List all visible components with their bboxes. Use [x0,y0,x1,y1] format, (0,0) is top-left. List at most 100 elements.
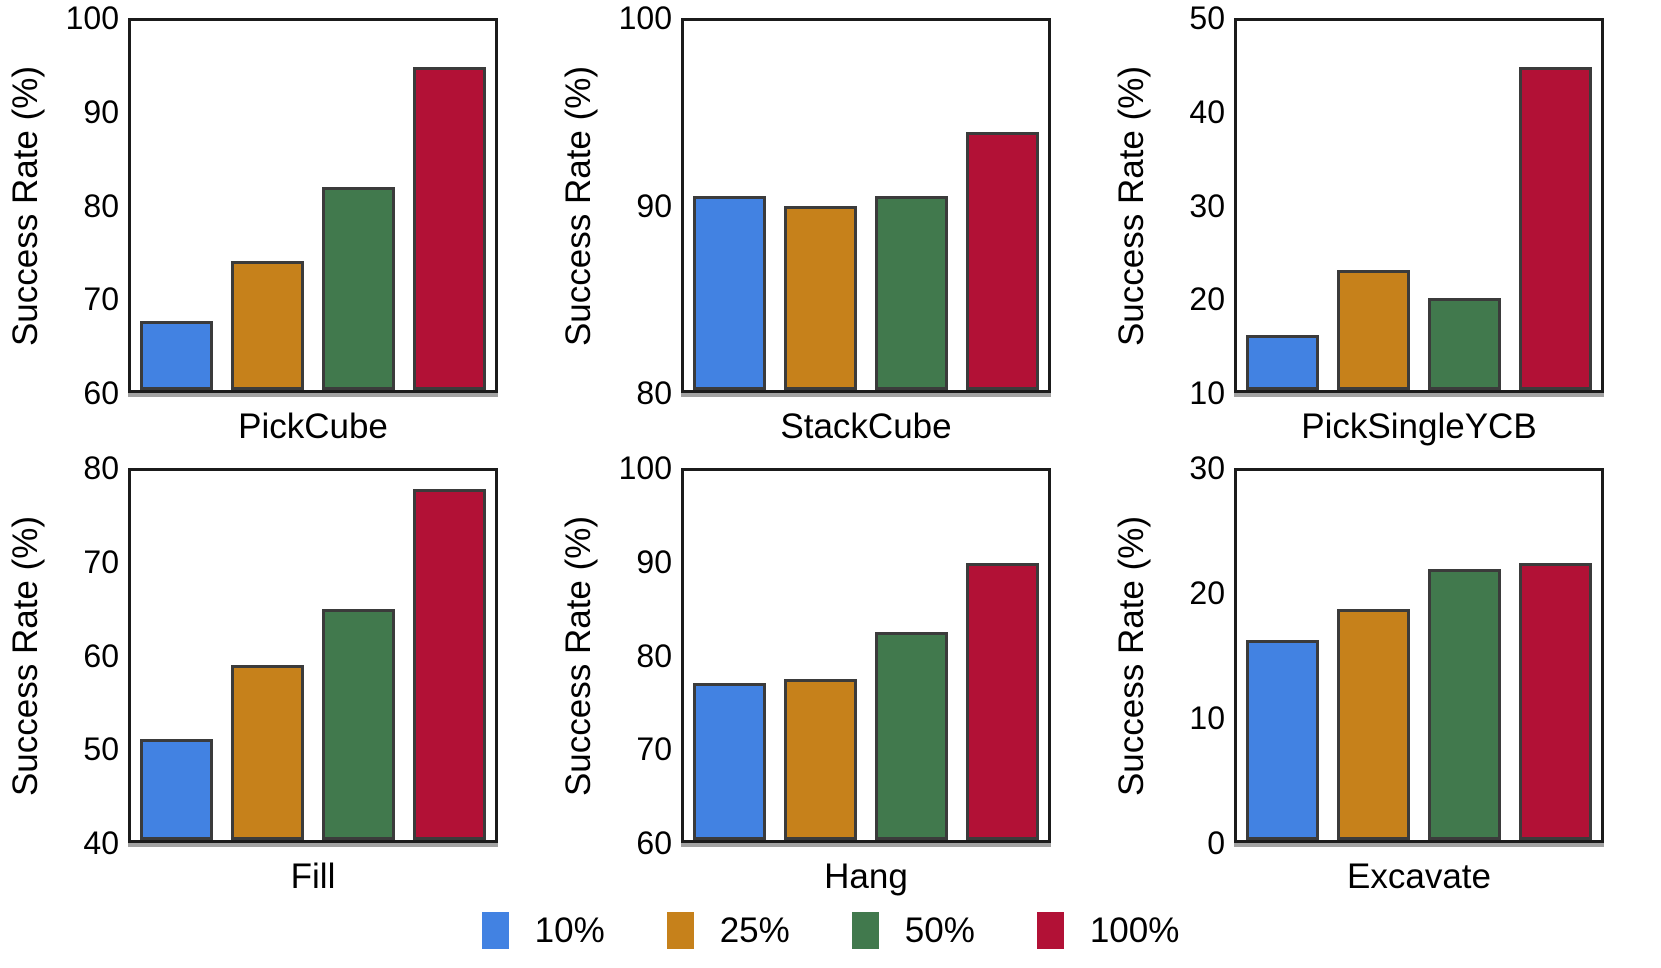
y-tick-label: 40 [83,825,119,861]
y-tick-label: 80 [83,450,119,486]
plot-area [128,18,498,397]
chart-title: Fill [290,857,336,896]
plot-column: Fill [128,468,498,897]
y-tick-label: 50 [1189,0,1225,36]
bar-25--fill [231,664,304,840]
y-axis-ticks: 0 10 20 30 [1158,452,1234,859]
y-tick-label: 0 [1207,825,1225,861]
bar-50--excavate [1428,569,1501,840]
plot-column: PickCube [128,18,498,447]
plot-area [681,468,1051,847]
y-axis-label-column: Success Rate (%) [1106,468,1158,843]
y-axis-ticks: 10 20 30 40 50 [1158,2,1234,409]
y-tick-label: 100 [65,0,119,36]
legend-swatch-100- [1036,912,1064,949]
chart-title: PickSingleYCB [1301,407,1537,446]
y-axis-ticks: 80 90 100 [605,2,681,409]
bar-50--fill [322,609,395,840]
y-tick-label: 100 [618,450,672,486]
y-tick-label: 80 [636,375,672,411]
y-tick-label: 90 [83,93,119,130]
bar-25--stackcube [784,205,857,390]
y-axis-ticks: 40 50 60 70 80 [52,452,128,859]
y-tick-label: 80 [636,637,672,674]
y-tick-label: 70 [83,543,119,580]
plot-area [681,18,1051,397]
chart-cell-hang: Success Rate (%) 60 70 80 90 100 Hang [553,450,1106,900]
bar-25--excavate [1337,608,1410,840]
y-tick-label: 10 [1189,700,1225,736]
y-tick-label: 90 [636,543,672,580]
chart-cell-stackcube: Success Rate (%) 80 90 100 StackCube [553,0,1106,450]
y-axis-label: Success Rate (%) [6,515,45,796]
bar-10--fill [140,738,213,840]
bar-50--hang [875,632,948,840]
y-axis-label-column: Success Rate (%) [0,18,52,393]
bar-10--pickcube [140,320,213,390]
legend-label: 25% [719,911,790,950]
y-axis-label-column: Success Rate (%) [1106,18,1158,393]
y-axis-label: Success Rate (%) [1112,515,1151,796]
y-tick-label: 60 [636,825,672,861]
legend-label: 100% [1089,911,1180,950]
y-tick-label: 60 [83,375,119,411]
legend-item-100-: 100% [1036,911,1180,950]
y-tick-label: 100 [618,0,672,36]
plot-column: Hang [681,468,1051,897]
bar-10--excavate [1246,639,1319,840]
plot-area [1234,468,1604,847]
legend-item-25-: 25% [666,911,790,950]
plot-area [128,468,498,847]
y-tick-label: 30 [1189,450,1225,486]
y-tick-label: 20 [1189,281,1225,318]
bar-100--stackcube [966,131,1039,390]
y-tick-label: 70 [83,281,119,318]
plot-column: PickSingleYCB [1234,18,1604,447]
plot-column: Excavate [1234,468,1604,897]
charts-grid: Success Rate (%) 60 70 80 90 100 PickCube Succe… [0,0,1659,900]
bar-10--stackcube [693,196,766,390]
y-tick-label: 10 [1189,375,1225,411]
y-axis-label-column: Success Rate (%) [553,468,605,843]
legend-swatch-25- [666,912,694,949]
bar-25--picksingleycb [1337,270,1410,390]
y-tick-label: 30 [1189,187,1225,224]
chart-cell-picksingleycb: Success Rate (%) 10 20 30 40 50 PickSingleYCB [1106,0,1659,450]
plot-column: StackCube [681,18,1051,447]
legend-label: 50% [904,911,975,950]
legend-item-10-: 10% [481,911,605,950]
y-tick-label: 60 [83,637,119,674]
chart-cell-excavate: Success Rate (%) 0 10 20 30 Excavate [1106,450,1659,900]
y-axis-label-column: Success Rate (%) [0,468,52,843]
y-tick-label: 50 [83,731,119,768]
y-tick-label: 20 [1189,575,1225,611]
y-tick-label: 80 [83,187,119,224]
y-axis-label: Success Rate (%) [559,515,598,796]
bar-100--pickcube [413,67,486,390]
y-axis-label: Success Rate (%) [559,65,598,346]
y-tick-label: 40 [1189,93,1225,130]
y-tick-label: 70 [636,731,672,768]
chart-cell-pickcube: Success Rate (%) 60 70 80 90 100 PickCube [0,0,553,450]
legend-label: 10% [534,911,605,950]
y-axis-label: Success Rate (%) [1112,65,1151,346]
bar-100--excavate [1519,563,1592,840]
bar-100--fill [413,489,486,840]
chart-cell-fill: Success Rate (%) 40 50 60 70 80 Fill [0,450,553,900]
bar-10--picksingleycb [1246,334,1319,390]
chart-title: Hang [824,857,908,896]
legend-swatch-50- [851,912,879,949]
bar-25--hang [784,678,857,840]
y-tick-label: 90 [636,187,672,224]
bar-50--pickcube [322,187,395,390]
bar-100--picksingleycb [1519,67,1592,390]
y-axis-label: Success Rate (%) [6,65,45,346]
bar-100--hang [966,563,1039,840]
plot-area [1234,18,1604,397]
y-axis-ticks: 60 70 80 90 100 [52,2,128,409]
legend: 10% 25% 50% 100% [0,912,1661,949]
y-axis-label-column: Success Rate (%) [553,18,605,393]
bar-50--stackcube [875,196,948,390]
bar-50--picksingleycb [1428,297,1501,390]
